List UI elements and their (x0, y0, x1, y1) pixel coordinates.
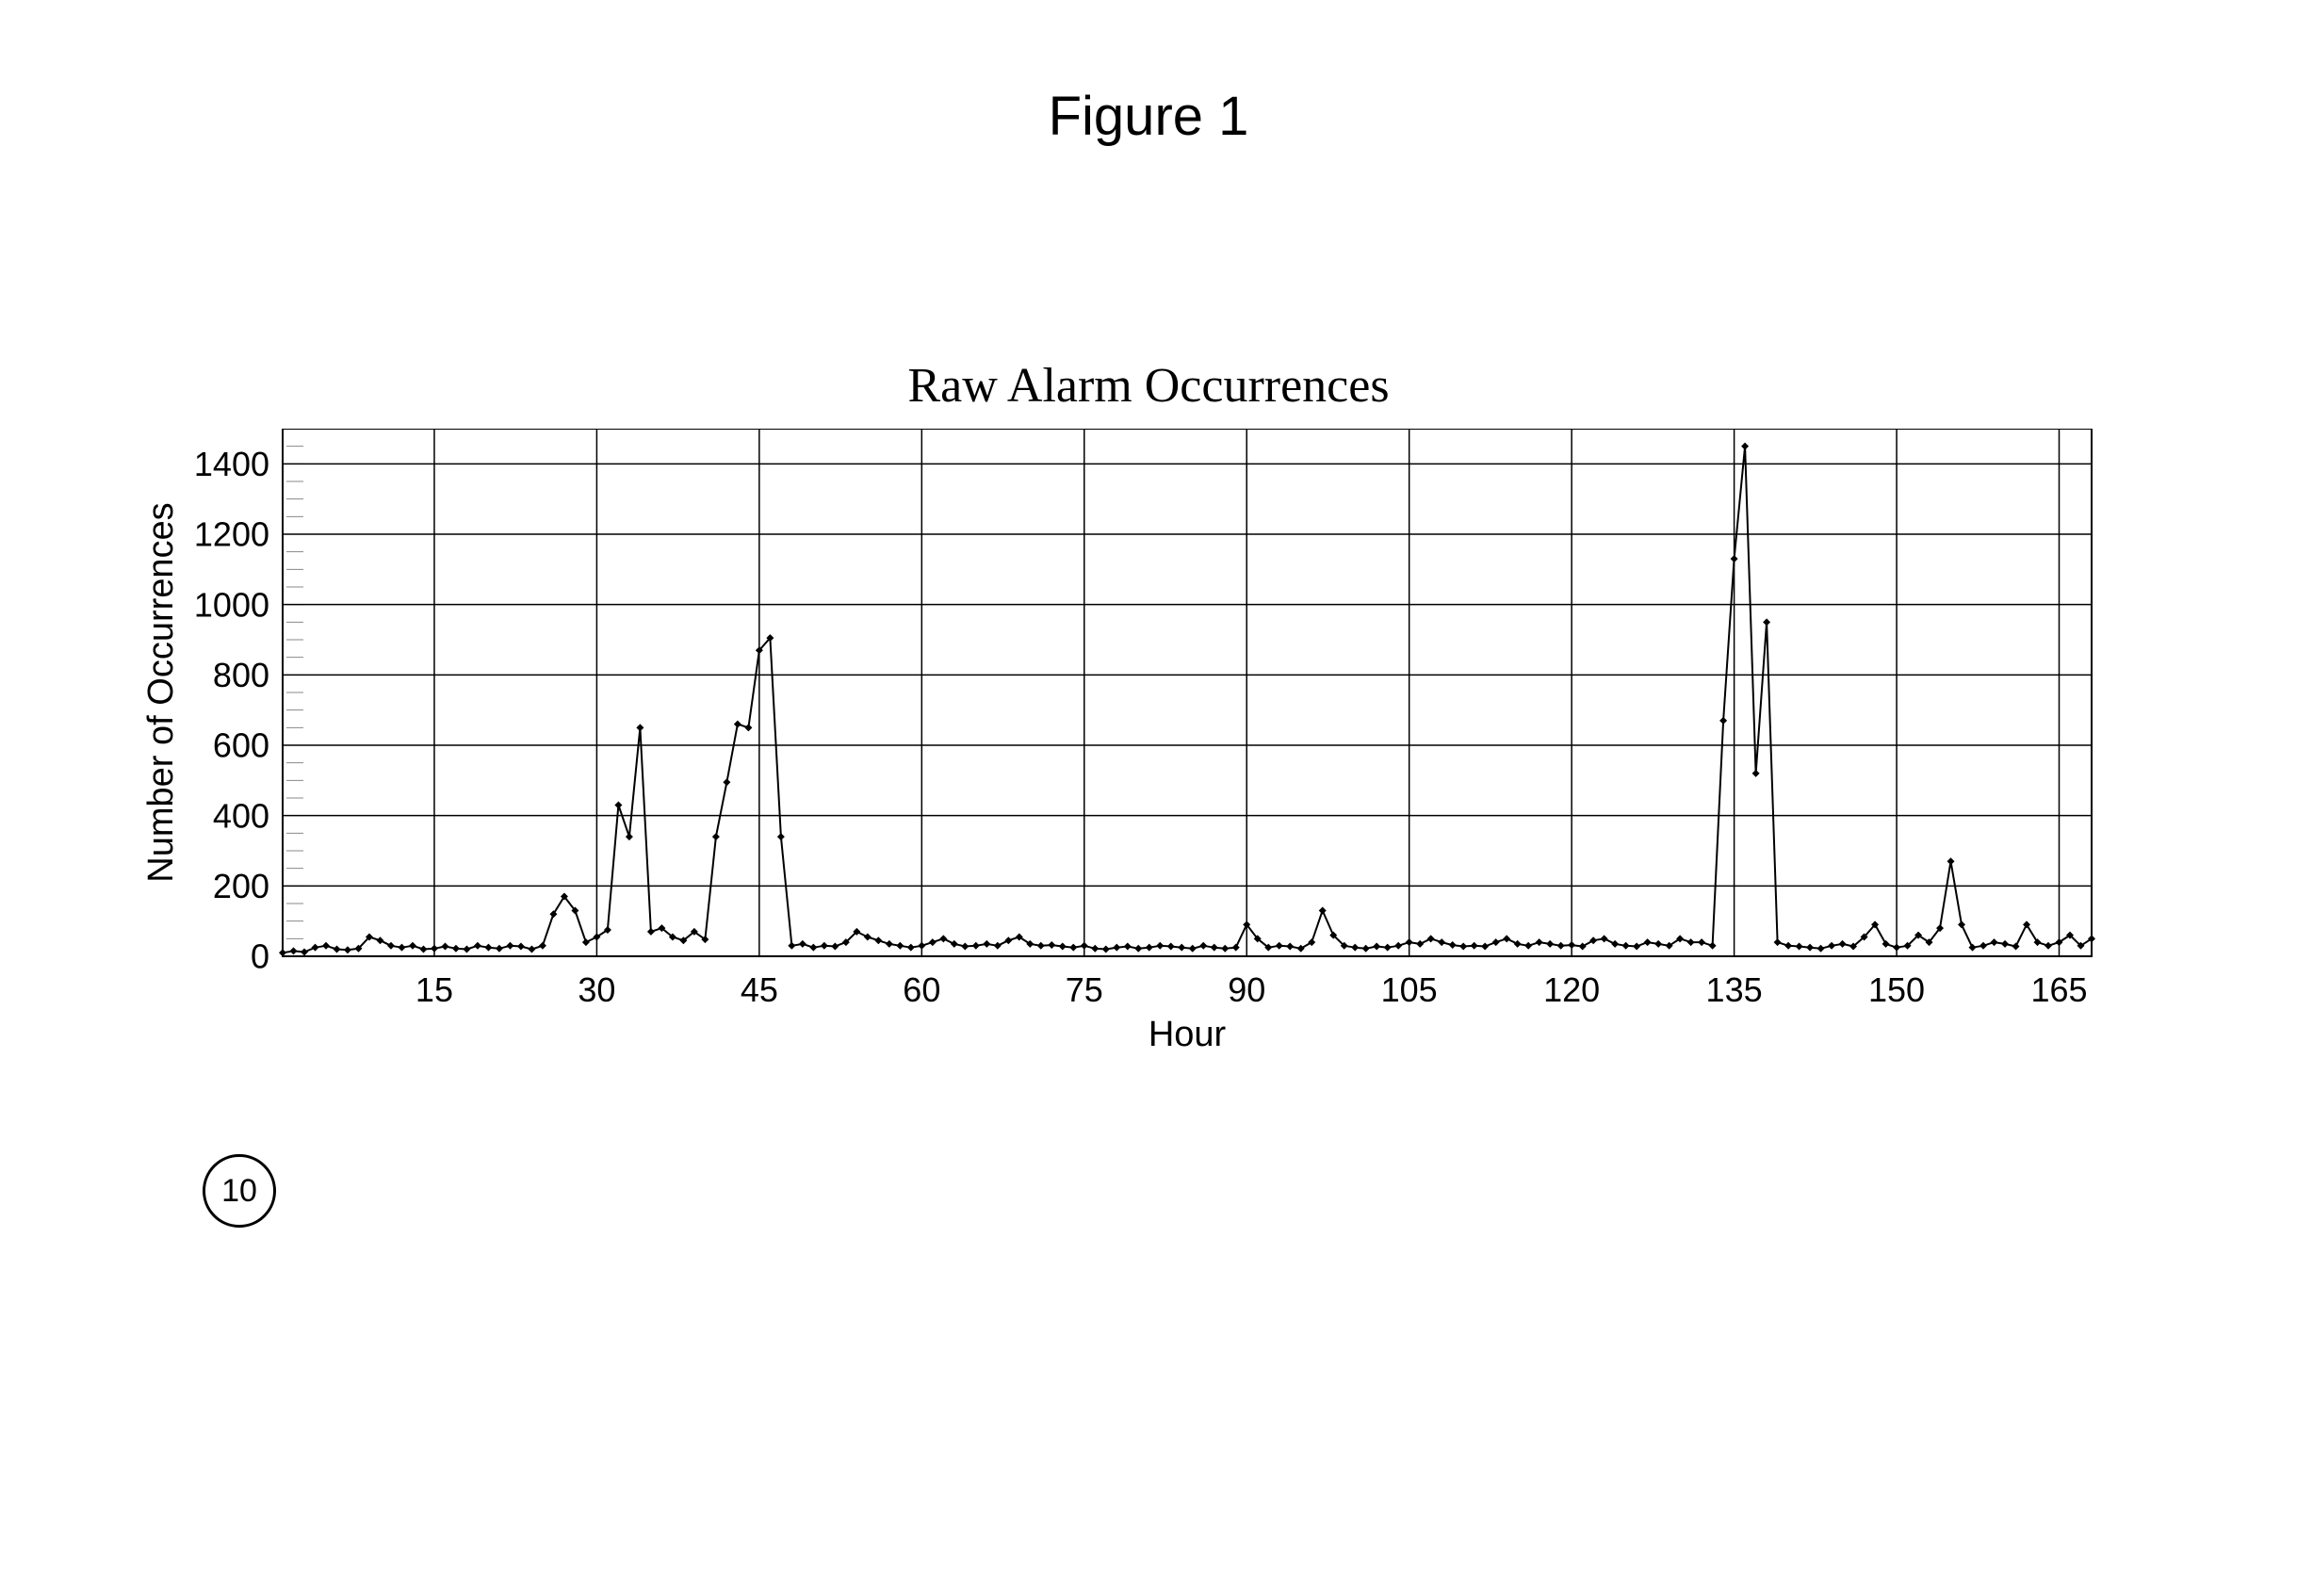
x-tick-label: 15 (415, 970, 453, 1009)
y-tick-label: 1000 (194, 585, 269, 624)
page-root: Figure 1 Raw Alarm Occurrences Number of… (0, 0, 2297, 1596)
x-tick-label: 105 (1381, 970, 1438, 1009)
line-chart: 0 200 400 600 800 1000 1200 1400 15 30 45 60 75 90 105… (160, 429, 2101, 1107)
x-tick-label: 150 (1868, 970, 1925, 1009)
x-axis-label: Hour (283, 1015, 2092, 1055)
x-tick-label: 120 (1543, 970, 1600, 1009)
y-tick-label: 200 (213, 867, 269, 905)
x-tick-label: 165 (2030, 970, 2087, 1009)
y-tick-label: 0 (251, 937, 269, 976)
x-tick-label: 45 (741, 970, 778, 1009)
x-tick-label: 75 (1066, 970, 1103, 1009)
y-tick-label: 600 (213, 726, 269, 765)
chart-container: 0 200 400 600 800 1000 1200 1400 15 30 45 60 75 90 105… (160, 429, 2101, 1107)
y-tick-label: 800 (213, 656, 269, 694)
x-tick-label: 90 (1228, 970, 1265, 1009)
x-tick-label: 135 (1706, 970, 1763, 1009)
figure-reference-callout: 10 (203, 1154, 276, 1228)
x-tick-label: 60 (903, 970, 940, 1009)
x-tick-label: 30 (578, 970, 615, 1009)
chart-title: Raw Alarm Occurrences (0, 358, 2297, 414)
y-tick-label: 1200 (194, 515, 269, 554)
y-tick-label: 1400 (194, 445, 269, 483)
y-tick-label: 400 (213, 796, 269, 835)
figure-label: Figure 1 (0, 85, 2297, 148)
callout-number: 10 (221, 1173, 257, 1210)
